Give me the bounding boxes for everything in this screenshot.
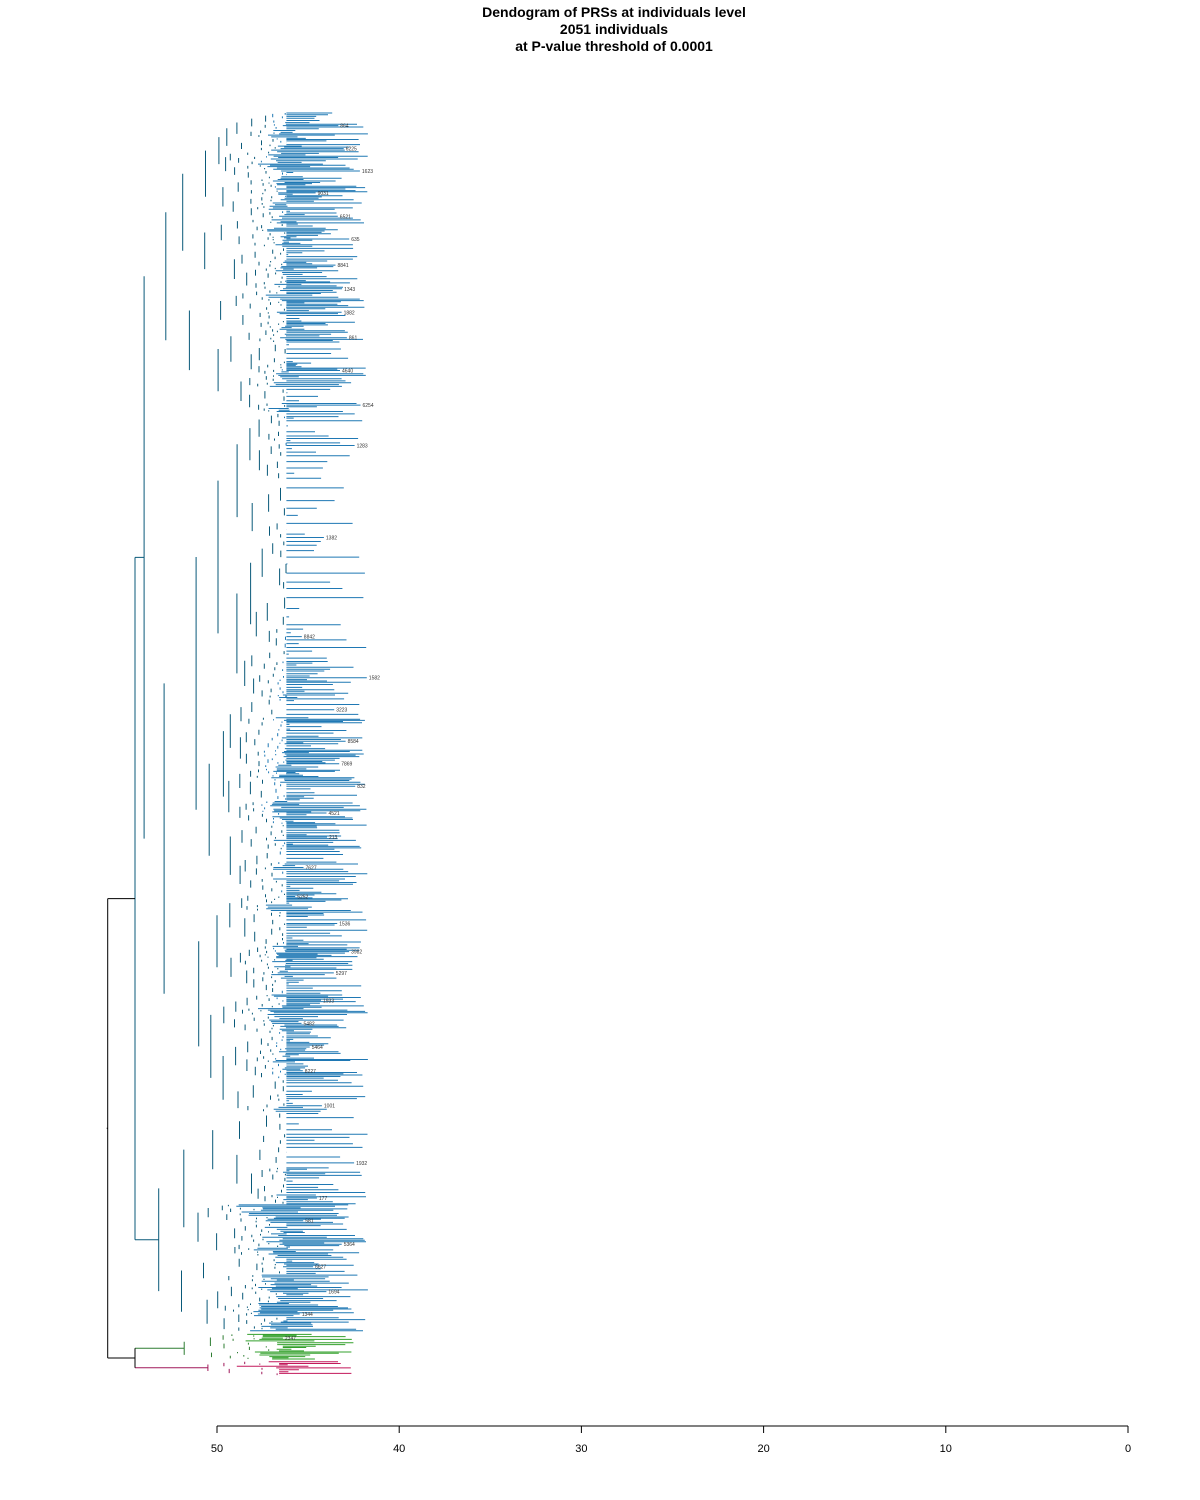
- leaf-label: 9031: [318, 191, 329, 197]
- leaf-label: 8841: [338, 263, 349, 269]
- leaf-label: 1344: [302, 1312, 313, 1318]
- leaf-label: 8842: [304, 635, 315, 641]
- leaf-label: 864: [340, 124, 349, 130]
- leaf-label: 5464: [312, 1045, 323, 1051]
- leaf-label: 832: [357, 784, 366, 790]
- leaf-label: 6521: [340, 214, 351, 220]
- leaf-label: 1283: [357, 444, 368, 450]
- leaf-label: 635: [351, 237, 360, 243]
- dendrogram-tree: [106, 112, 368, 1376]
- leaf-label: 1001: [324, 1104, 335, 1110]
- leaf-label: 1623: [362, 169, 373, 175]
- dendrogram-branches-2: [245, 1333, 354, 1360]
- x-tick-label: 20: [757, 1443, 769, 1455]
- leaf-label: 3982: [351, 950, 362, 956]
- leaf-label: 1694: [328, 1290, 339, 1296]
- leaf-label: 5364: [344, 1242, 355, 1248]
- chart-subtitle-1: 2051 individuals: [559, 21, 669, 37]
- leaf-label: 2347: [285, 1336, 296, 1342]
- x-tick-label: 40: [393, 1443, 405, 1455]
- leaf-label: 581: [305, 1219, 314, 1225]
- x-tick-label: 0: [1125, 1443, 1131, 1455]
- leaf-label: 8584: [348, 739, 359, 745]
- dendrogram-branches-1: [134, 115, 287, 1331]
- leaf-label: 1536: [339, 922, 350, 928]
- leaf-label: 4640: [342, 369, 353, 375]
- leaf-label: 5482: [304, 1021, 315, 1027]
- leaf-label: 1582: [369, 676, 380, 682]
- leaf-label: 6627: [315, 1265, 326, 1271]
- x-axis-ticks: 50 40 30 20 10 0: [211, 1426, 1131, 1455]
- leaf-label: 1932: [356, 1161, 367, 1167]
- leaf-label: 6254: [363, 403, 374, 409]
- dendrogram-branches-4: [236, 1361, 352, 1376]
- chart-subtitle-2: at P-value threshold of 0.0001: [515, 38, 713, 54]
- leaf-label: 213: [329, 835, 338, 841]
- leaf-labels: 864 6225 1623 9031 6521 635 8841 1343 1882 861 464…: [285, 124, 380, 1342]
- chart-title: Dendogram of PRSs at individuals level: [482, 4, 746, 20]
- leaf-label: 1343: [344, 287, 355, 293]
- leaf-label: 5252: [297, 895, 308, 901]
- leaf-label: 177: [319, 1196, 328, 1202]
- dendrogram-branches-3: [135, 1334, 270, 1359]
- title-block: Dendogram of PRSs at individuals level 2…: [0, 4, 1200, 55]
- leaf-label: 6225: [346, 147, 357, 153]
- leaf-label: 5297: [336, 971, 347, 977]
- x-tick-label: 30: [575, 1443, 587, 1455]
- dendrogram-branches-0: [236, 112, 368, 1332]
- x-axis: 50 40 30 20 10 0: [211, 1425, 1131, 1455]
- x-tick-label: 10: [940, 1443, 952, 1455]
- leaf-label: 3223: [336, 708, 347, 714]
- leaf-label: 4521: [329, 811, 340, 817]
- leaf-label: 7869: [341, 762, 352, 768]
- dendrogram-branches-6: [106, 898, 136, 1368]
- x-tick-label: 50: [211, 1443, 223, 1455]
- leaf-label: 8227: [305, 1069, 316, 1075]
- leaf-label: 1933: [323, 998, 334, 1004]
- leaf-label: 1882: [344, 310, 355, 316]
- leaf-label: 861: [349, 336, 358, 342]
- dendrogram-branches-5: [135, 1361, 278, 1376]
- leaf-label: 7627: [306, 866, 317, 872]
- leaf-label: 1382: [326, 536, 337, 542]
